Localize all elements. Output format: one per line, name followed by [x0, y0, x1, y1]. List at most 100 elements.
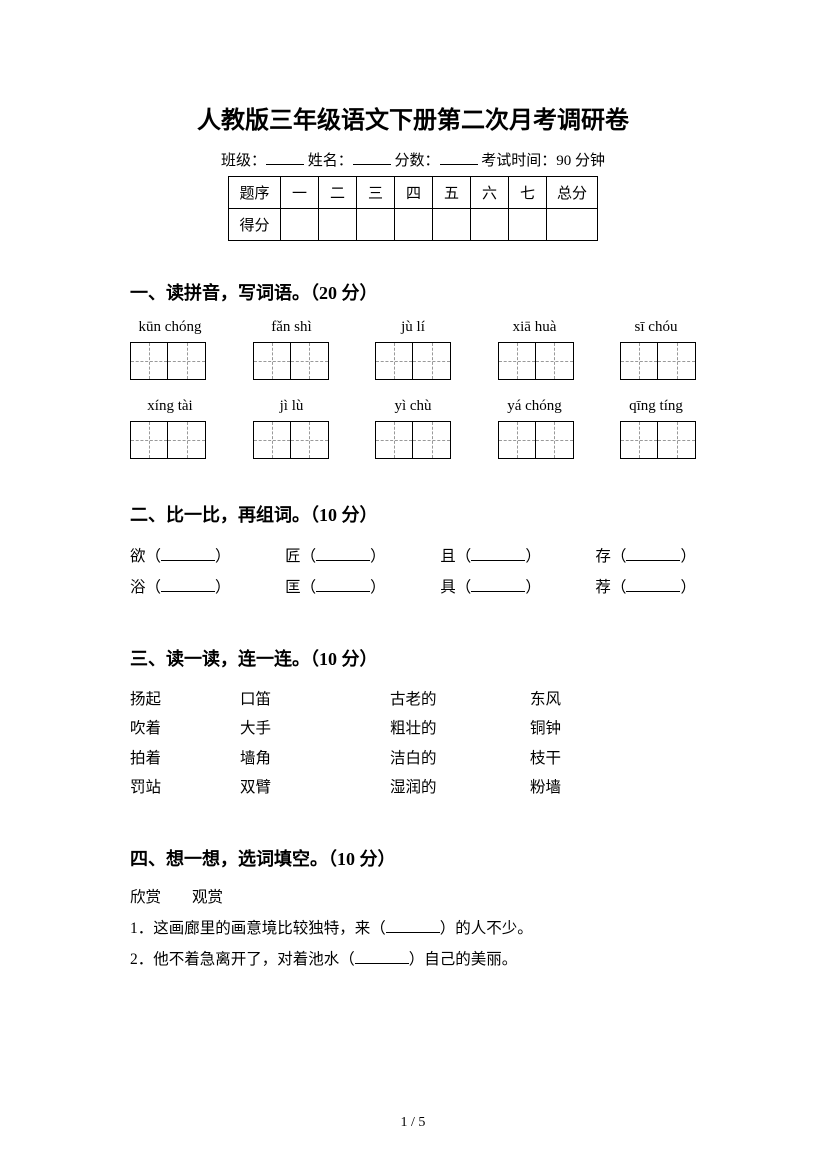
- q2-item: 且（）: [440, 541, 541, 572]
- score-cell[interactable]: [318, 209, 356, 241]
- class-label: 班级：: [221, 153, 266, 169]
- answer-blank[interactable]: [316, 580, 370, 592]
- pinyin-label: kūn chóng: [130, 319, 210, 336]
- question-1: 一、读拼音，写词语。（20 分） kūn chóng fǎn shì jù lí…: [130, 279, 696, 459]
- char-boxes-row-1: [130, 342, 696, 380]
- th-7: 七: [508, 177, 546, 209]
- score-cell[interactable]: [546, 209, 597, 241]
- name-label: 姓名：: [308, 153, 353, 169]
- question-2: 二、比一比，再组词。（10 分） 欲（） 匠（） 且（） 存（） 浴（） 匡（）…: [130, 501, 696, 603]
- q4-text: 2．他不着急离开了，对着池水（: [130, 951, 355, 968]
- page-title: 人教版三年级语文下册第二次月考调研卷: [130, 100, 696, 135]
- char-box-pair[interactable]: [620, 342, 696, 380]
- match-item[interactable]: 铜钟: [530, 714, 561, 743]
- answer-blank[interactable]: [626, 549, 680, 561]
- class-blank[interactable]: [266, 151, 304, 165]
- pinyin-label: yá chóng: [495, 398, 575, 415]
- pinyin-label: qīng tíng: [616, 398, 696, 415]
- th-5: 五: [432, 177, 470, 209]
- q3-col-right-a: 古老的 粗壮的 洁白的 湿润的: [390, 685, 530, 803]
- match-item[interactable]: 古老的: [390, 685, 530, 714]
- q4-word-bank: 欣赏 观赏: [130, 885, 696, 907]
- match-item[interactable]: 双臂: [240, 773, 390, 802]
- answer-blank[interactable]: [471, 549, 525, 561]
- score-label: 分数：: [395, 153, 440, 169]
- char-box-pair[interactable]: [130, 421, 206, 459]
- q1-heading: 一、读拼音，写词语。（20 分）: [130, 279, 696, 305]
- match-item[interactable]: 枝干: [530, 744, 561, 773]
- answer-blank[interactable]: [161, 549, 215, 561]
- q3-col-left-b: 口笛 大手 墙角 双臂: [240, 685, 390, 803]
- q2-item: 浴（）: [130, 572, 231, 603]
- q3-grid: 扬起 吹着 拍着 罚站 口笛 大手 墙角 双臂 古老的 粗壮的 洁白的 湿润的 …: [130, 685, 696, 803]
- char-box-pair[interactable]: [498, 421, 574, 459]
- th-4: 四: [394, 177, 432, 209]
- match-item[interactable]: 扬起: [130, 685, 240, 714]
- score-cell[interactable]: [508, 209, 546, 241]
- q3-col-left-a: 扬起 吹着 拍着 罚站: [130, 685, 240, 803]
- q4-text: ）自己的美丽。: [409, 951, 518, 968]
- match-item[interactable]: 吹着: [130, 714, 240, 743]
- answer-blank[interactable]: [386, 921, 440, 933]
- q2-item: 具（）: [440, 572, 541, 603]
- char-box-pair[interactable]: [620, 421, 696, 459]
- q2-item: 匡（）: [285, 572, 386, 603]
- q4-text: ）的人不少。: [440, 920, 533, 937]
- char-box-pair[interactable]: [253, 421, 329, 459]
- answer-blank[interactable]: [161, 580, 215, 592]
- match-item[interactable]: 口笛: [240, 685, 390, 714]
- q4-text: 1．这画廊里的画意境比较独特，来（: [130, 920, 386, 937]
- answer-blank[interactable]: [626, 580, 680, 592]
- time-label: 考试时间：90 分钟: [481, 153, 605, 169]
- char-box-pair[interactable]: [498, 342, 574, 380]
- char-box-pair[interactable]: [375, 421, 451, 459]
- pinyin-label: xíng tài: [130, 398, 210, 415]
- pinyin-label: fǎn shì: [252, 319, 332, 336]
- score-cell[interactable]: [356, 209, 394, 241]
- score-cell[interactable]: [432, 209, 470, 241]
- q2-heading: 二、比一比，再组词。（10 分）: [130, 501, 696, 527]
- match-item[interactable]: 东风: [530, 685, 561, 714]
- name-blank[interactable]: [353, 151, 391, 165]
- pinyin-row-1: kūn chóng fǎn shì jù lí xiā huà sī chóu: [130, 319, 696, 336]
- q2-item: 荐（）: [595, 572, 696, 603]
- answer-blank[interactable]: [471, 580, 525, 592]
- pinyin-row-2: xíng tài jì lù yì chù yá chóng qīng tíng: [130, 398, 696, 415]
- match-item[interactable]: 洁白的: [390, 744, 530, 773]
- char-box-pair[interactable]: [375, 342, 451, 380]
- q4-heading: 四、想一想，选词填空。（10 分）: [130, 845, 696, 871]
- q4-line-1: 1．这画廊里的画意境比较独特，来（ ）的人不少。: [130, 913, 696, 944]
- pinyin-label: yì chù: [373, 398, 453, 415]
- char-boxes-row-2: [130, 421, 696, 459]
- table-row: 题序 一 二 三 四 五 六 七 总分: [228, 177, 597, 209]
- pinyin-label: xiā huà: [495, 319, 575, 336]
- meta-line: 班级： 姓名： 分数： 考试时间：90 分钟: [130, 149, 696, 170]
- page-number: 1 / 5: [0, 1115, 826, 1131]
- q3-col-right-b: 东风 铜钟 枝干 粉墙: [530, 685, 561, 803]
- q3-heading: 三、读一读，连一连。（10 分）: [130, 645, 696, 671]
- th-1: 一: [280, 177, 318, 209]
- match-item[interactable]: 粉墙: [530, 773, 561, 802]
- q4-line-2: 2．他不着急离开了，对着池水（ ）自己的美丽。: [130, 944, 696, 975]
- match-item[interactable]: 墙角: [240, 744, 390, 773]
- match-item[interactable]: 大手: [240, 714, 390, 743]
- score-cell[interactable]: [470, 209, 508, 241]
- q2-row-1: 欲（） 匠（） 且（） 存（）: [130, 541, 696, 572]
- q2-item: 欲（）: [130, 541, 231, 572]
- pinyin-label: sī chóu: [616, 319, 696, 336]
- question-4: 四、想一想，选词填空。（10 分） 欣赏 观赏 1．这画廊里的画意境比较独特，来…: [130, 845, 696, 975]
- match-item[interactable]: 粗壮的: [390, 714, 530, 743]
- score-cell[interactable]: [394, 209, 432, 241]
- match-item[interactable]: 罚站: [130, 773, 240, 802]
- match-item[interactable]: 拍着: [130, 744, 240, 773]
- q2-item: 存（）: [595, 541, 696, 572]
- answer-blank[interactable]: [355, 952, 409, 964]
- match-item[interactable]: 湿润的: [390, 773, 530, 802]
- score-cell[interactable]: [280, 209, 318, 241]
- q2-row-2: 浴（） 匡（） 具（） 荐（）: [130, 572, 696, 603]
- th-6: 六: [470, 177, 508, 209]
- score-blank[interactable]: [440, 151, 478, 165]
- answer-blank[interactable]: [316, 549, 370, 561]
- char-box-pair[interactable]: [253, 342, 329, 380]
- char-box-pair[interactable]: [130, 342, 206, 380]
